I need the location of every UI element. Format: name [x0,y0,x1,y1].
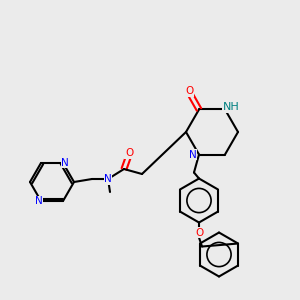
Text: O: O [125,148,133,158]
Text: O: O [195,227,203,238]
Text: N: N [61,158,69,168]
Text: NH: NH [223,103,239,112]
Text: N: N [35,196,43,206]
Text: N: N [104,174,112,184]
Text: N: N [189,149,197,160]
Text: O: O [185,86,193,97]
